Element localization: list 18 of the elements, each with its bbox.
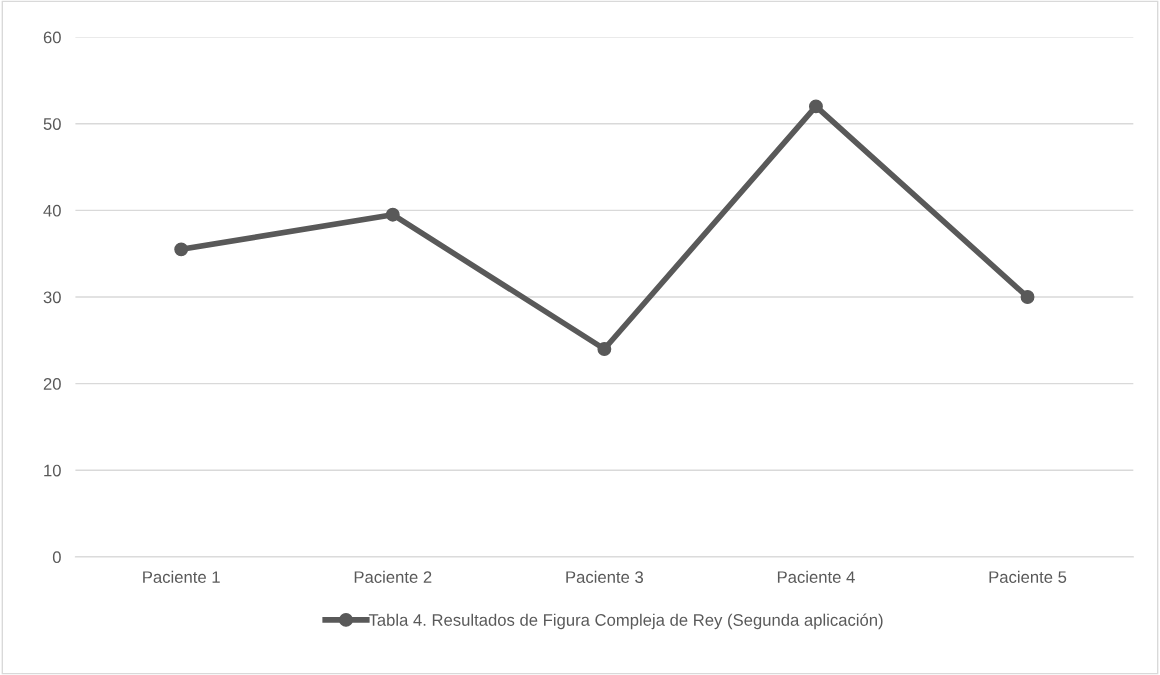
x-tick-label: Paciente 3 [566, 570, 644, 584]
y-tick-label: 20 [43, 378, 61, 390]
point [808, 99, 823, 114]
y-tick-label: 40 [43, 204, 61, 217]
point [1020, 290, 1035, 304]
x-tick-label: Paciente 2 [354, 570, 432, 584]
x-tick-label: Paciente 5 [989, 570, 1067, 584]
point [597, 342, 612, 356]
y-tick-label: 10 [44, 464, 61, 477]
x-tick-label: Paciente 4 [777, 570, 855, 584]
y-tick-label: 50 [43, 118, 61, 130]
y-tick-label: 30 [43, 291, 61, 304]
x-tick-label: Paciente 1 [143, 570, 220, 584]
legend-label: Tabla 4. Resultados de Figura Compleja de Rey (Segunda aplicación) [368, 613, 883, 630]
y-tick-label: 0 [52, 551, 61, 564]
point [174, 242, 189, 257]
y-tick-label: 60 [43, 31, 61, 44]
point [385, 207, 400, 222]
